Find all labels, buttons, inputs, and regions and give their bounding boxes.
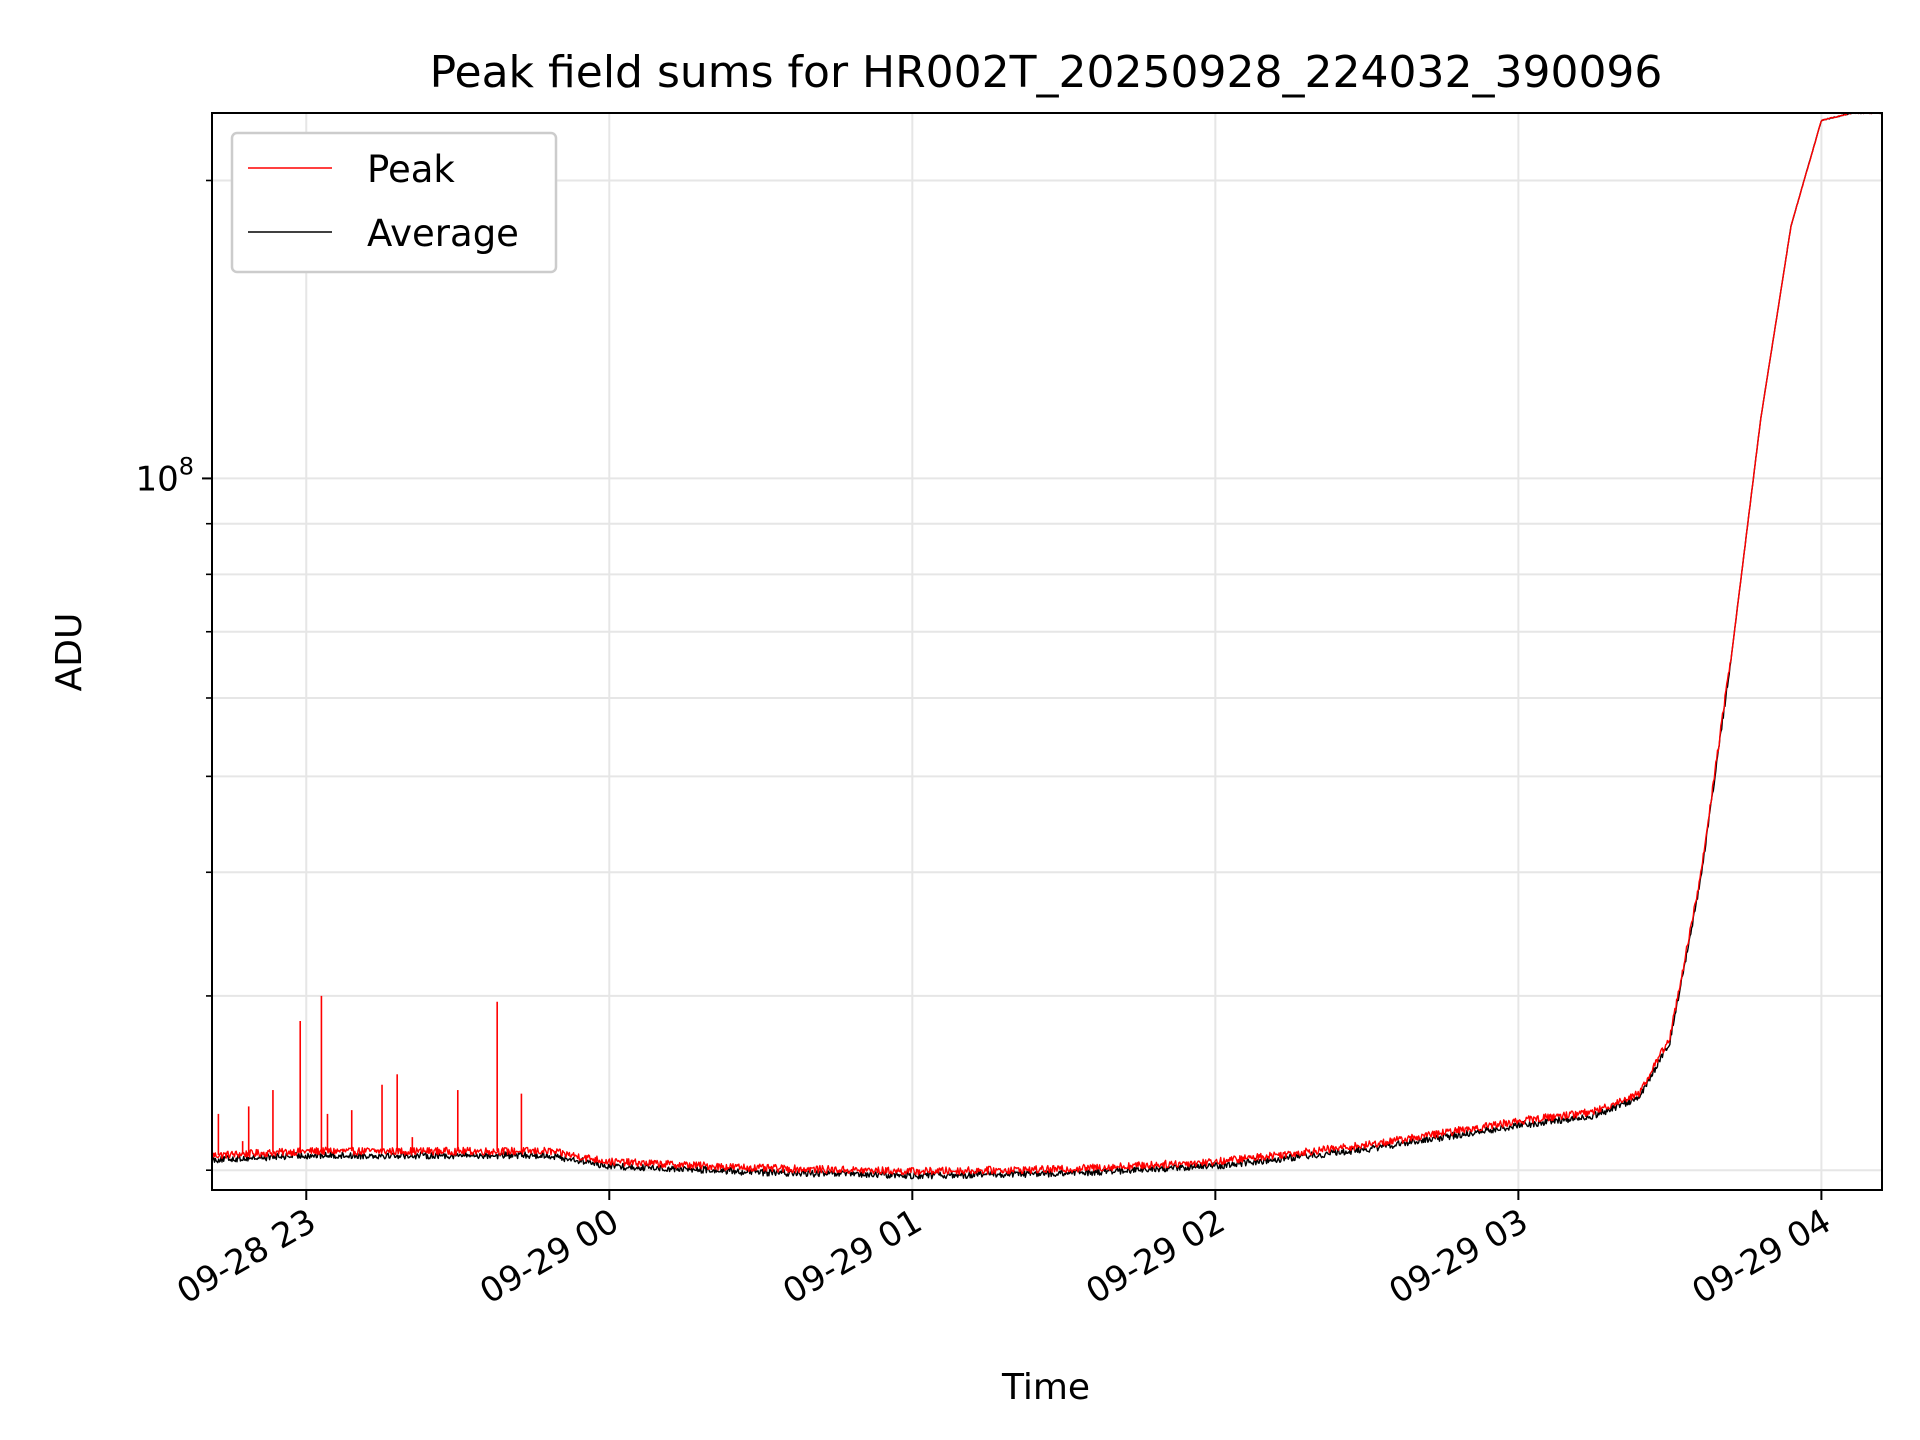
x-axis-label: Time xyxy=(1001,1367,1090,1408)
legend-peak-label: Peak xyxy=(367,148,455,191)
legend: Peak Average xyxy=(230,131,558,274)
chart-title: Peak field sums for HR002T_20250928_2240… xyxy=(430,47,1663,98)
series-layer xyxy=(211,112,1883,1180)
grid-layer xyxy=(212,113,1882,1190)
series-peak-line xyxy=(211,112,1883,1176)
y-tick-label: 108 xyxy=(135,452,194,499)
legend-average-label: Average xyxy=(367,212,519,255)
y-axis-label: ADU xyxy=(49,613,90,692)
plot-frame xyxy=(211,112,1883,1191)
